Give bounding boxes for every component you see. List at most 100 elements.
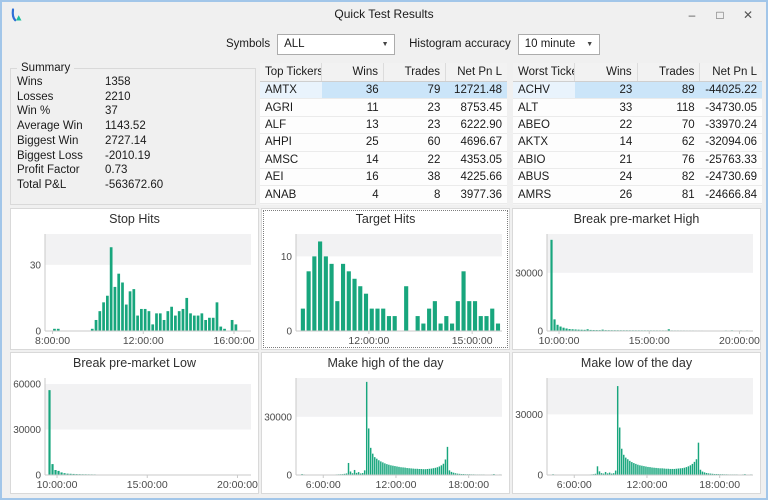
value-cell: 4353.05 (445, 152, 507, 168)
y-axis-tick-label: 0 (286, 327, 292, 338)
toolbar: Symbols ALL ▼ Histogram accuracy 10 minu… (226, 33, 600, 55)
column-header[interactable]: Trades (638, 63, 701, 81)
histogram-accuracy-select[interactable]: 10 minute ▼ (518, 34, 600, 55)
summary-metric-label: Losses (17, 90, 105, 105)
top-tickers-table: Top TickersWinsTradesNet Pn LAMTX3679127… (260, 63, 507, 205)
value-cell: -24666.84 (700, 186, 762, 202)
x-axis-tick-label: 12:00:00 (376, 479, 417, 491)
summary-row: Biggest Loss-2010.19 (17, 149, 251, 164)
column-header[interactable]: Trades (384, 63, 446, 81)
table-row[interactable]: ACHV2389-44025.22 (513, 82, 762, 99)
ticker-cell: ABEO (513, 117, 575, 133)
summary-metric-value: 1358 (105, 75, 251, 90)
chart-title: Target Hits (262, 212, 509, 229)
y-axis-tick-label: 0 (537, 471, 543, 482)
chart-title: Make low of the day (513, 356, 760, 373)
chart-panel-target-hits[interactable]: Target Hits01012:00:0015:00:00 (261, 208, 510, 350)
chart-canvas: 01012:00:0015:00:00 (262, 229, 509, 348)
app-window: Quick Test Results – □ ✕ Symbols ALL ▼ H… (0, 0, 768, 500)
value-cell: 8 (384, 186, 446, 202)
close-button[interactable]: ✕ (734, 2, 762, 28)
window-title: Quick Test Results (2, 7, 766, 21)
value-cell: 4 (322, 186, 384, 202)
table-row[interactable]: AGRI11238753.45 (260, 99, 507, 116)
table-header-row: Top TickersWinsTradesNet Pn L (260, 63, 507, 82)
y-axis-tick-label: 30000 (515, 410, 543, 421)
table-row[interactable]: ALT33118-34730.05 (513, 99, 762, 116)
summary-row: Losses2210 (17, 90, 251, 105)
value-cell: 23 (384, 99, 446, 115)
chart-canvas: 03000010:00:0015:00:0020:00:00 (513, 229, 760, 348)
ticker-cell: AKTX (513, 134, 575, 150)
histogram-accuracy-value: 10 minute (525, 38, 581, 50)
ticker-cell: AMRS (513, 186, 575, 202)
summary-metric-label: Total P&L (17, 178, 105, 193)
summary-title: Summary (17, 62, 74, 74)
ticker-cell: ANAB (260, 186, 322, 202)
chart-canvas: 0300006:00:0012:00:0018:00:00 (262, 373, 509, 492)
value-cell: 70 (637, 117, 699, 133)
summary-metric-value: -563672.60 (105, 178, 251, 193)
column-header[interactable]: Net Pn L (446, 63, 507, 81)
summary-metric-value: 37 (105, 104, 251, 119)
x-axis-tick-label: 12:00:00 (348, 335, 389, 347)
maximize-button[interactable]: □ (706, 2, 734, 28)
value-cell: 22 (384, 152, 446, 168)
x-axis-tick-label: 6:00:00 (306, 479, 341, 491)
table-row[interactable]: AHPI25604696.67 (260, 134, 507, 151)
summary-metric-value: -2010.19 (105, 149, 251, 164)
value-cell: 21 (575, 152, 637, 168)
symbols-select[interactable]: ALL ▼ (277, 34, 395, 55)
table-row[interactable]: ALF13236222.90 (260, 117, 507, 134)
table-row[interactable]: AMRS2681-24666.84 (513, 186, 762, 203)
table-row[interactable]: ANAB483977.36 (260, 186, 507, 203)
column-header[interactable]: Top Tickers (260, 63, 322, 81)
chart-panel-make-low-of-the-day[interactable]: Make low of the day0300006:00:0012:00:00… (512, 352, 761, 494)
table-row[interactable]: AKTX1462-32094.06 (513, 134, 762, 151)
summary-row: Biggest Win2727.14 (17, 134, 251, 149)
value-cell: 14 (575, 134, 637, 150)
column-header[interactable]: Wins (575, 63, 638, 81)
y-axis-tick-label: 30 (30, 260, 42, 271)
value-cell: 81 (637, 186, 699, 202)
y-axis-tick-label: 30000 (13, 425, 41, 436)
value-cell: 6222.90 (445, 117, 507, 133)
table-row[interactable]: ABEO2270-33970.24 (513, 117, 762, 134)
ticker-cell: AHPI (260, 134, 322, 150)
value-cell: 23 (384, 117, 446, 133)
chevron-down-icon: ▼ (581, 41, 599, 48)
chart-panel-break-pre-market-high[interactable]: Break pre-market High03000010:00:0015:00… (512, 208, 761, 350)
chart-panel-stop-hits[interactable]: Stop Hits0308:00:0012:00:0016:00:00 (10, 208, 259, 350)
ticker-cell: ACHV (513, 82, 575, 98)
chart-canvas: 0300006:00:0012:00:0018:00:00 (513, 373, 760, 492)
table-row[interactable]: ABUS2482-24730.69 (513, 169, 762, 186)
chart-panel-break-pre-market-low[interactable]: Break pre-market Low0300006000010:00:001… (10, 352, 259, 494)
chart-title: Break pre-market Low (11, 356, 258, 373)
x-axis-tick-label: 16:00:00 (214, 335, 255, 347)
x-axis-tick-label: 10:00:00 (37, 479, 78, 491)
table-row[interactable]: AEI16384225.66 (260, 169, 507, 186)
minimize-button[interactable]: – (678, 2, 706, 28)
summary-row: Wins1358 (17, 75, 251, 90)
column-header[interactable]: Wins (322, 63, 384, 81)
value-cell: -24730.69 (700, 169, 762, 185)
table-row[interactable]: ABIO2176-25763.33 (513, 152, 762, 169)
value-cell: 25 (322, 134, 384, 150)
table-row[interactable]: AMSC14224353.05 (260, 152, 507, 169)
value-cell: -25763.33 (700, 152, 762, 168)
value-cell: 36 (322, 82, 384, 98)
value-cell: 12721.48 (445, 82, 507, 98)
summary-metric-value: 1143.52 (105, 119, 251, 134)
summary-metric-label: Biggest Win (17, 134, 105, 149)
column-header[interactable]: Worst Tickers (513, 63, 575, 81)
value-cell: 4696.67 (445, 134, 507, 150)
value-cell: -34730.05 (700, 99, 762, 115)
summary-metric-label: Profit Factor (17, 163, 105, 178)
x-axis-tick-label: 8:00:00 (35, 335, 70, 347)
summary-metric-value: 2210 (105, 90, 251, 105)
ticker-cell: ALT (513, 99, 575, 115)
summary-row: Total P&L-563672.60 (17, 178, 251, 193)
table-row[interactable]: AMTX367912721.48 (260, 82, 507, 99)
chart-panel-make-high-of-the-day[interactable]: Make high of the day0300006:00:0012:00:0… (261, 352, 510, 494)
column-header[interactable]: Net Pn L (700, 63, 762, 81)
